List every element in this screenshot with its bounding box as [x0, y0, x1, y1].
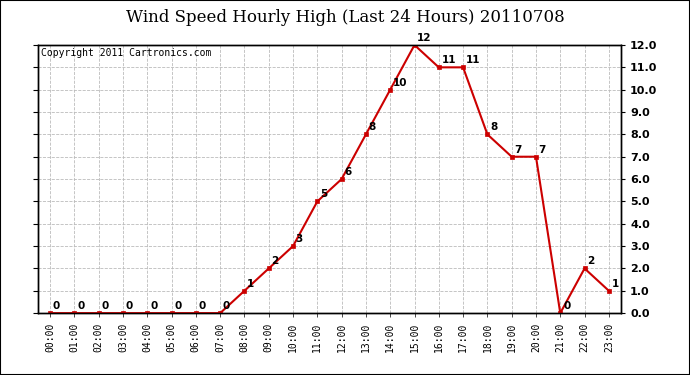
Text: 11: 11: [466, 55, 480, 65]
Text: Wind Speed Hourly High (Last 24 Hours) 20110708: Wind Speed Hourly High (Last 24 Hours) 2…: [126, 9, 564, 26]
Text: 0: 0: [126, 301, 133, 311]
Text: 12: 12: [417, 33, 432, 43]
Text: 7: 7: [539, 144, 546, 154]
Text: 2: 2: [587, 256, 595, 266]
Text: 11: 11: [442, 55, 456, 65]
Text: 0: 0: [175, 301, 181, 311]
Text: 5: 5: [320, 189, 327, 199]
Text: 1: 1: [611, 279, 619, 289]
Text: 7: 7: [515, 144, 522, 154]
Text: 10: 10: [393, 78, 408, 87]
Text: 0: 0: [53, 301, 60, 311]
Text: 0: 0: [199, 301, 206, 311]
Text: 0: 0: [150, 301, 157, 311]
Text: 8: 8: [490, 122, 497, 132]
Text: 0: 0: [563, 301, 571, 311]
Text: 2: 2: [272, 256, 279, 266]
Text: Copyright 2011 Cartronics.com: Copyright 2011 Cartronics.com: [41, 48, 211, 58]
Text: 0: 0: [223, 301, 230, 311]
Text: 6: 6: [344, 167, 352, 177]
Text: 8: 8: [368, 122, 376, 132]
Text: 1: 1: [247, 279, 255, 289]
Text: 0: 0: [101, 301, 109, 311]
Text: 3: 3: [296, 234, 303, 244]
Text: 0: 0: [77, 301, 84, 311]
